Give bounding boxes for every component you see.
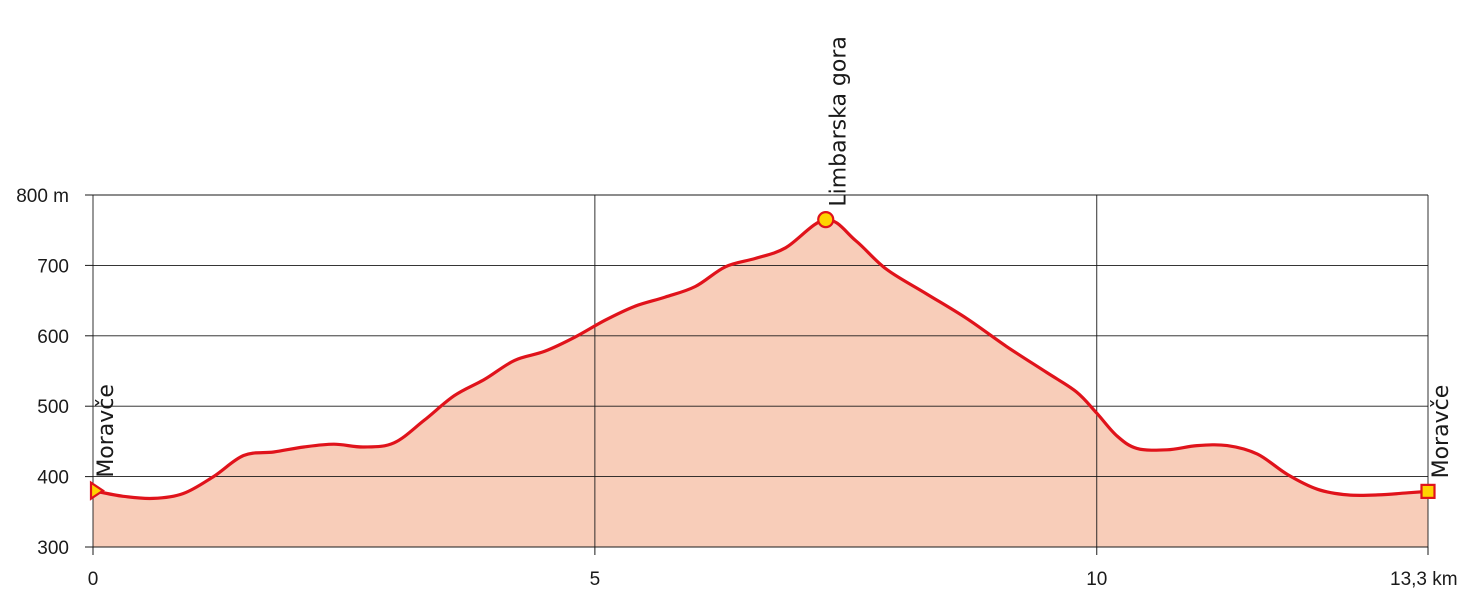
waypoint-label-0: Moravče bbox=[94, 384, 119, 478]
y-tick-label: 800 m bbox=[16, 186, 69, 207]
waypoint-marker-end bbox=[1420, 483, 1436, 499]
x-tick-label: 0 bbox=[88, 569, 99, 590]
waypoint-label-2: Moravče bbox=[1429, 385, 1454, 479]
y-tick-label: 300 bbox=[37, 538, 69, 559]
elevation-line bbox=[91, 217, 1430, 501]
waypoint-marker-start bbox=[89, 480, 105, 501]
waypoint-marker-summit bbox=[817, 211, 835, 229]
elevation-area bbox=[93, 219, 1428, 547]
y-tick-label: 500 bbox=[37, 397, 69, 418]
x-tick-label: 5 bbox=[590, 569, 601, 590]
x-tick-label: 10 bbox=[1086, 569, 1107, 590]
waypoint-label-1: Limbarska gora bbox=[827, 36, 852, 207]
y-tick-label: 400 bbox=[37, 468, 69, 489]
y-tick-label: 700 bbox=[37, 256, 69, 277]
y-tick-label: 600 bbox=[37, 327, 69, 348]
x-tick-label: 13,3 km bbox=[1390, 569, 1458, 590]
